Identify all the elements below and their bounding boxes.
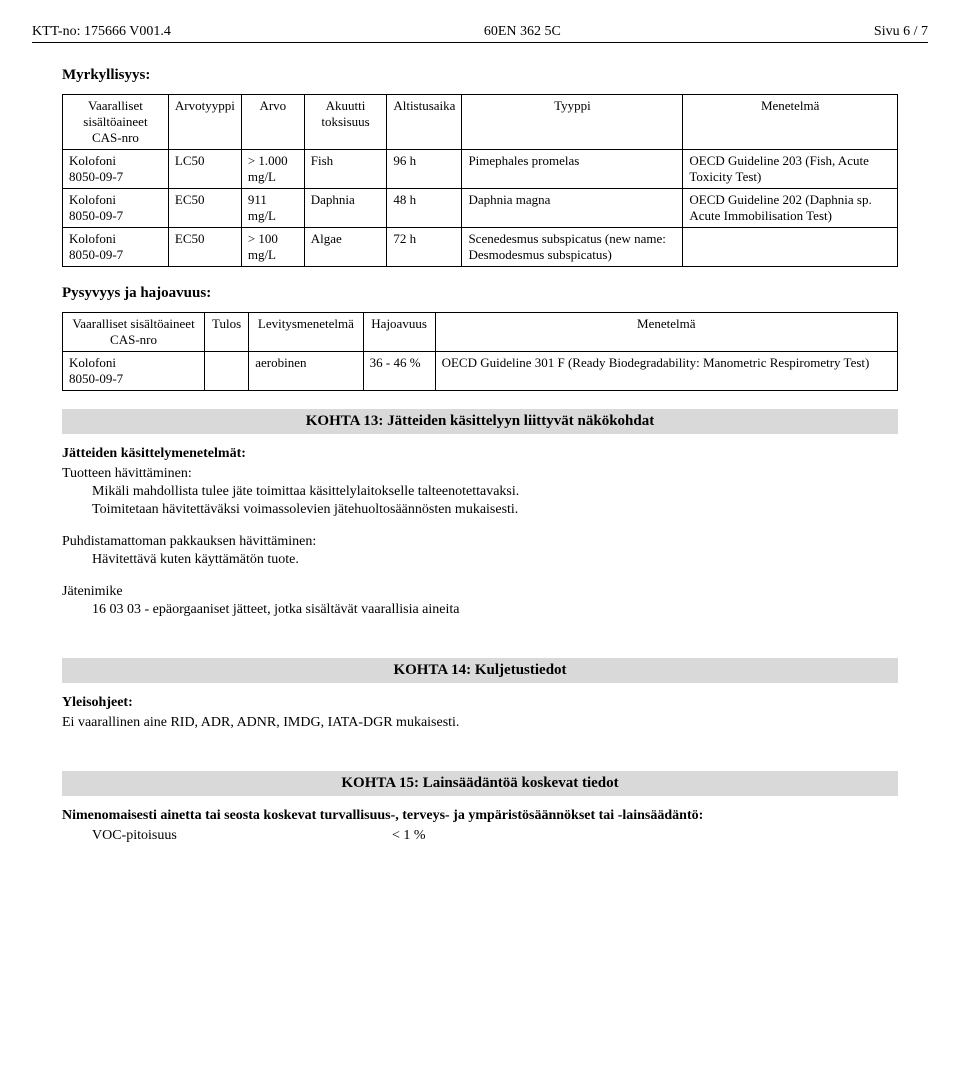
cell: > 100 mg/L (241, 228, 304, 267)
col-exposure: Altistusaika (387, 95, 462, 150)
table-row: Kolofoni 8050-09-7 LC50 > 1.000 mg/L Fis… (63, 150, 898, 189)
cell: EC50 (168, 228, 241, 267)
disposal-line: Mikäli mahdollista tulee jäte toimittaa … (92, 484, 928, 500)
col-method: Menetelmä (683, 95, 898, 150)
cell: EC50 (168, 189, 241, 228)
cell: Fish (304, 150, 387, 189)
voc-label: VOC-pitoisuus (92, 828, 392, 844)
cell: 96 h (387, 150, 462, 189)
waste-title: Jätenimike (62, 584, 928, 600)
voc-row: VOC-pitoisuus < 1 % (92, 828, 928, 844)
col-value: Arvo (241, 95, 304, 150)
cell: Kolofoni 8050-09-7 (63, 150, 169, 189)
cell: Daphnia (304, 189, 387, 228)
cell: aerobinen (249, 352, 363, 391)
table-header-row: Vaaralliset sisältöaineet CAS-nro Arvoty… (63, 95, 898, 150)
pack-title: Puhdistamattoman pakkauksen hävittäminen… (62, 534, 928, 550)
cell: Pimephales promelas (462, 150, 683, 189)
section13-h1: Jätteiden käsittelymenetelmät: (62, 446, 928, 462)
col-valuetype: Arvotyyppi (168, 95, 241, 150)
spacer (32, 520, 928, 532)
section14-h1: Yleisohjeet: (62, 695, 928, 711)
col-result: Tulos (205, 313, 249, 352)
section15-h1: Nimenomaisesti ainetta tai seosta koskev… (62, 808, 928, 824)
header-mid: 60EN 362 5C (484, 24, 561, 40)
cell: Algae (304, 228, 387, 267)
waste-line: 16 03 03 - epäorgaaniset jätteet, jotka … (92, 602, 928, 618)
header-left: KTT-no: 175666 V001.4 (32, 24, 171, 40)
toxicity-table: Vaaralliset sisältöaineet CAS-nro Arvoty… (62, 94, 898, 267)
cell (683, 228, 898, 267)
page-header: KTT-no: 175666 V001.4 60EN 362 5C Sivu 6… (32, 24, 928, 40)
col-method: Menetelmä (435, 313, 897, 352)
cell: Scenedesmus subspicatus (new name: Desmo… (462, 228, 683, 267)
col-degrad: Hajoavuus (363, 313, 435, 352)
cell: OECD Guideline 203 (Fish, Acute Toxicity… (683, 150, 898, 189)
cell: Daphnia magna (462, 189, 683, 228)
header-rule (32, 42, 928, 43)
table-row: Kolofoni 8050-09-7 aerobinen 36 - 46 % O… (63, 352, 898, 391)
col-type: Tyyppi (462, 95, 683, 150)
col-substance: Vaaralliset sisältöaineet CAS-nro (63, 313, 205, 352)
col-substance: Vaaralliset sisältöaineet CAS-nro (63, 95, 169, 150)
cell: 48 h (387, 189, 462, 228)
spacer (32, 570, 928, 582)
cell: 36 - 46 % (363, 352, 435, 391)
section15-bar: KOHTA 15: Lainsäädäntöä koskevat tiedot (62, 771, 898, 796)
cell: > 1.000 mg/L (241, 150, 304, 189)
cell: 72 h (387, 228, 462, 267)
section13-bar: KOHTA 13: Jätteiden käsittelyyn liittyvä… (62, 409, 898, 434)
cell: 911 mg/L (241, 189, 304, 228)
cell: Kolofoni 8050-09-7 (63, 352, 205, 391)
cell (205, 352, 249, 391)
toxicity-title: Myrkyllisyys: (62, 67, 928, 84)
persistence-title: Pysyvyys ja hajoavuus: (62, 285, 928, 302)
table-row: Kolofoni 8050-09-7 EC50 911 mg/L Daphnia… (63, 189, 898, 228)
section14-bar: KOHTA 14: Kuljetustiedot (62, 658, 898, 683)
table-header-row: Vaaralliset sisältöaineet CAS-nro Tulos … (63, 313, 898, 352)
cell: Kolofoni 8050-09-7 (63, 228, 169, 267)
pack-line: Hävitettävä kuten käyttämätön tuote. (92, 552, 928, 568)
persistence-table: Vaaralliset sisältöaineet CAS-nro Tulos … (62, 312, 898, 391)
cell: OECD Guideline 301 F (Ready Biodegradabi… (435, 352, 897, 391)
disposal-title: Tuotteen hävittäminen: (62, 466, 928, 482)
cell: Kolofoni 8050-09-7 (63, 189, 169, 228)
voc-value: < 1 % (392, 828, 426, 844)
col-spread: Levitysmenetelmä (249, 313, 363, 352)
cell: OECD Guideline 202 (Daphnia sp. Acute Im… (683, 189, 898, 228)
disposal-line: Toimitetaan hävitettäväksi voimassolevie… (92, 502, 928, 518)
header-right: Sivu 6 / 7 (874, 24, 928, 40)
cell: LC50 (168, 150, 241, 189)
col-acute: Akuutti toksisuus (304, 95, 387, 150)
table-row: Kolofoni 8050-09-7 EC50 > 100 mg/L Algae… (63, 228, 898, 267)
section14-line: Ei vaarallinen aine RID, ADR, ADNR, IMDG… (62, 715, 928, 731)
